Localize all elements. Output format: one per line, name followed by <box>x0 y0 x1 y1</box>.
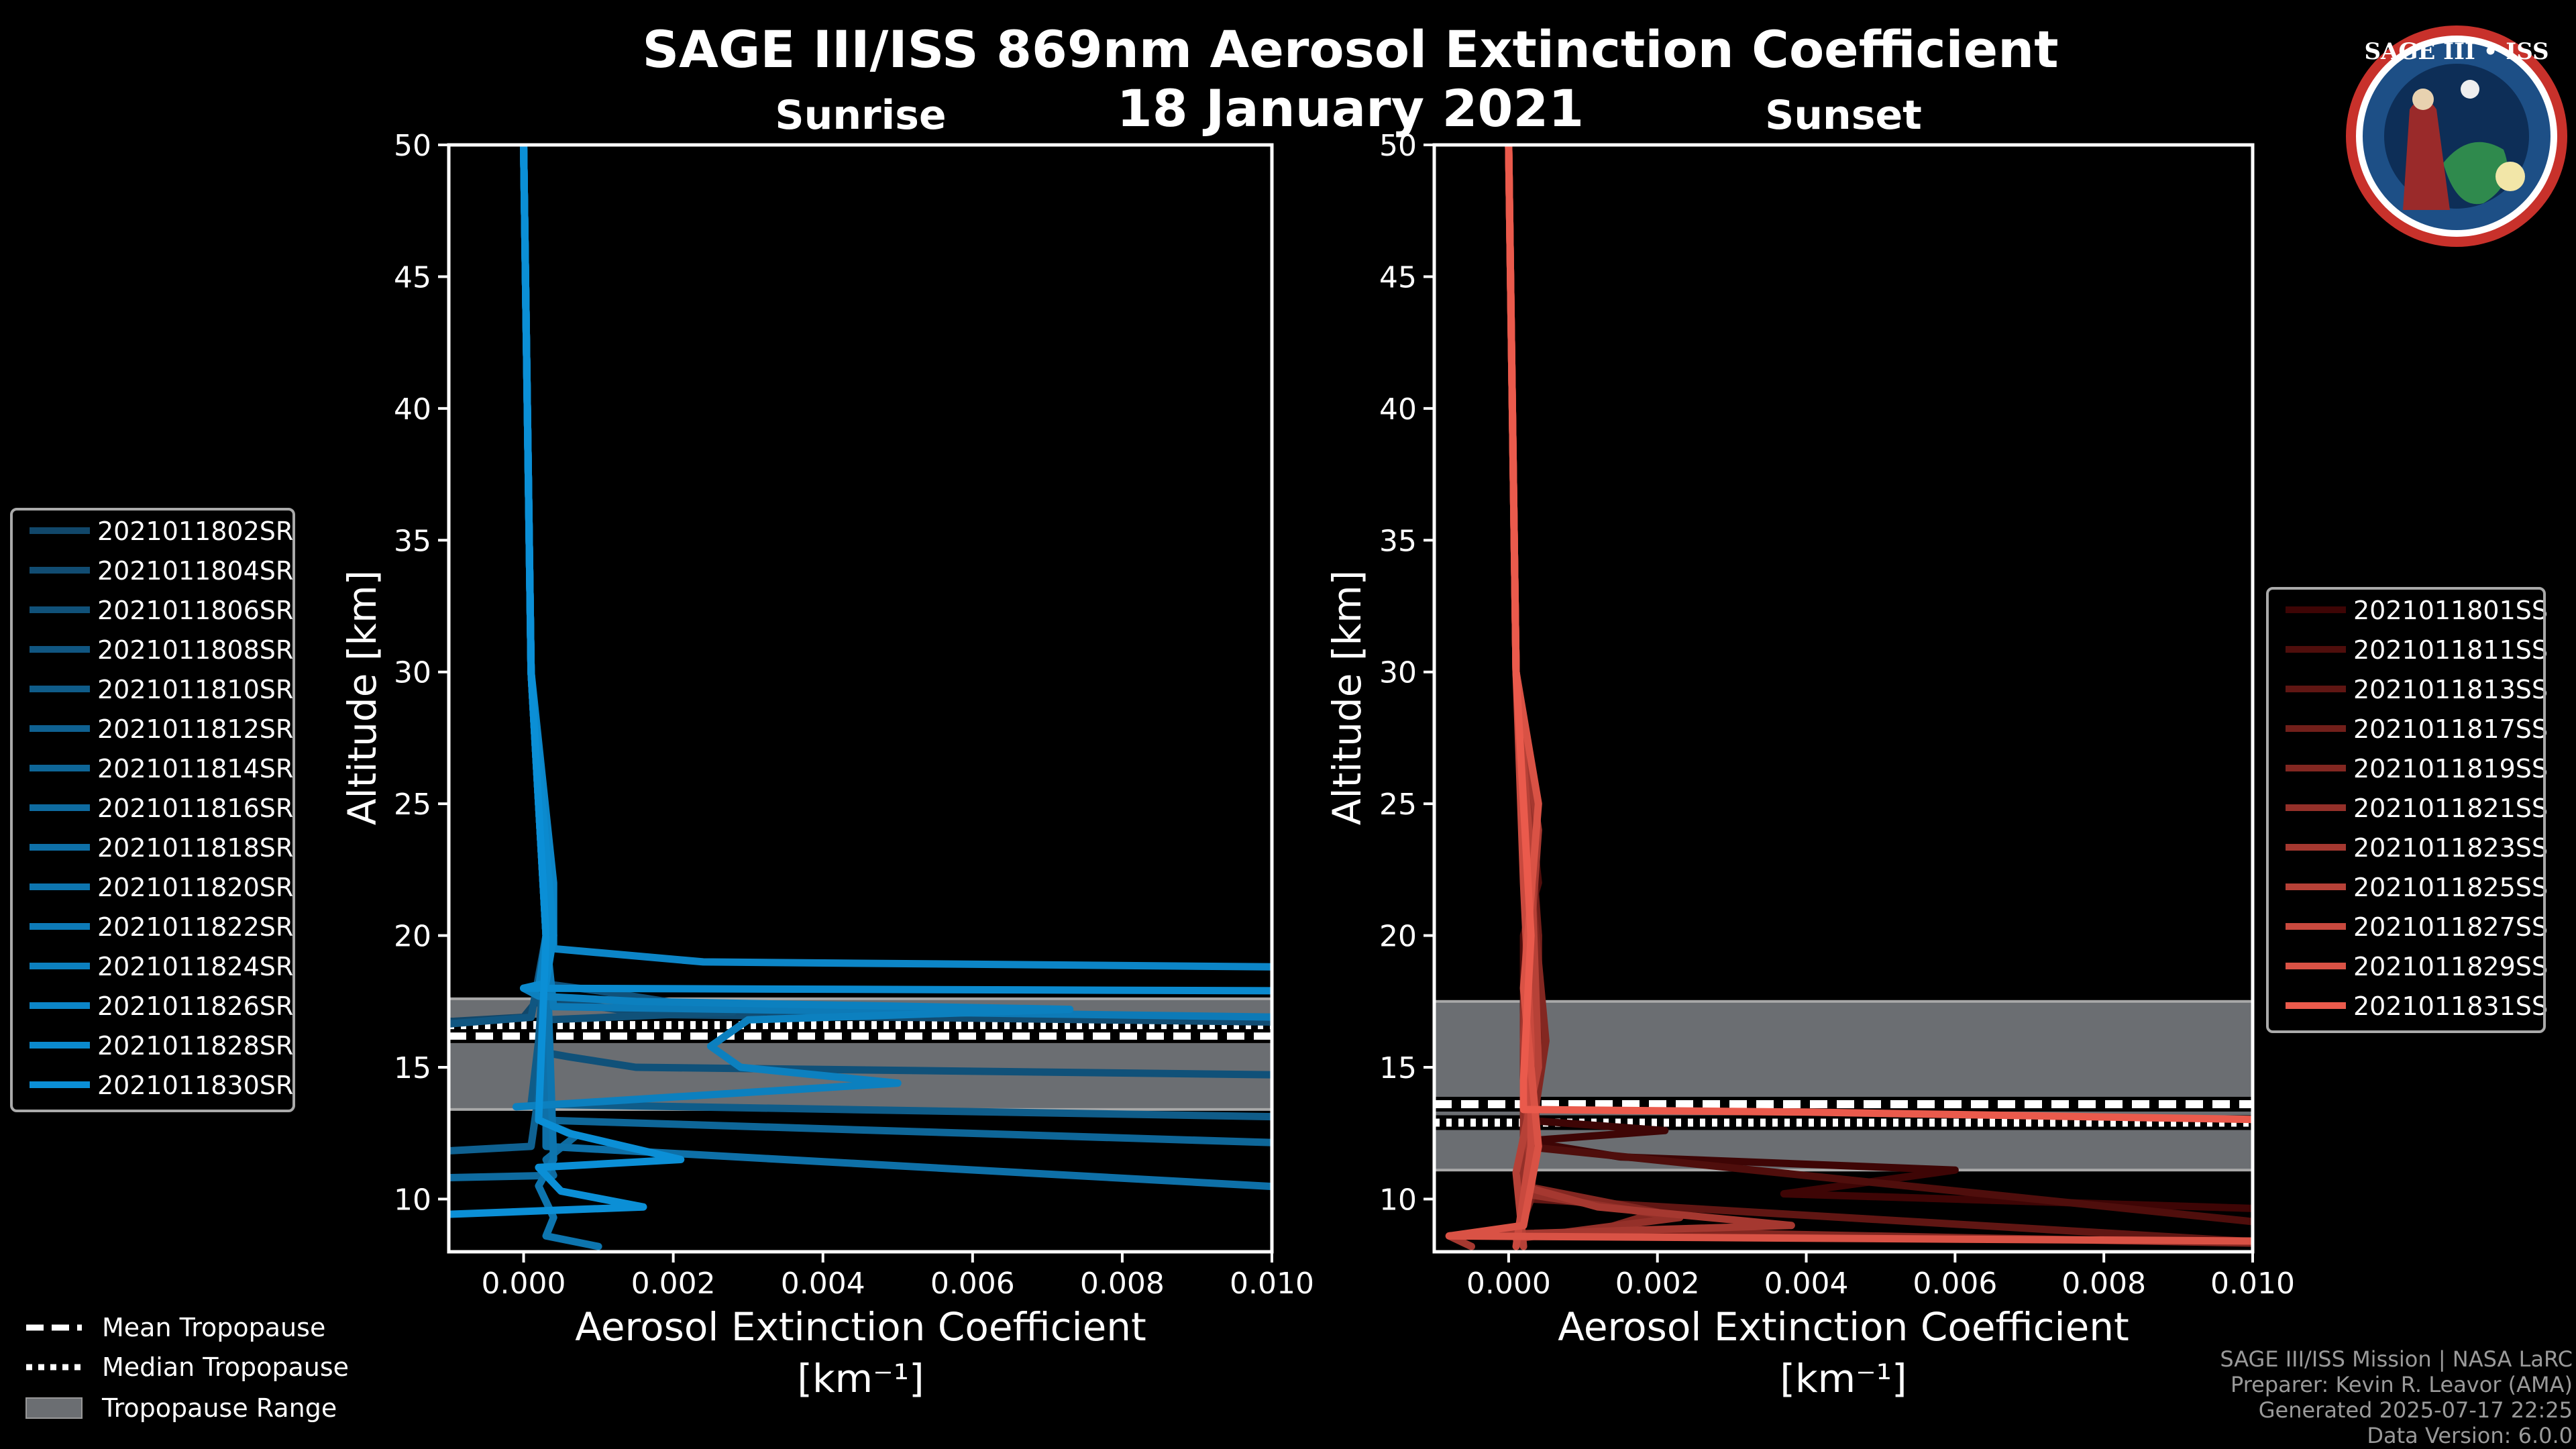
tropopause-range-band <box>1434 1000 2253 1172</box>
y-tick-label: 10 <box>1379 1183 1417 1217</box>
legend-label: 2021011830SR <box>97 1071 293 1100</box>
profile-2021011830SR <box>449 145 685 1218</box>
x-tick-label: 0.006 <box>1913 1267 1997 1301</box>
y-tick-label: 50 <box>1379 129 1417 163</box>
x-tick-label: 0.008 <box>2061 1267 2146 1301</box>
tropopause-range-swatch <box>25 1397 83 1419</box>
y-tick-label: 30 <box>1379 656 1417 690</box>
legend-label: 2021011831SS <box>2353 991 2548 1021</box>
legend-label: 2021011819SS <box>2353 754 2548 784</box>
sunrise-y-axis-label: Altitude [km] <box>339 570 385 825</box>
tropopause-range-label: Tropopause Range <box>101 1393 337 1423</box>
sunrise-plot: 0.000 0.002 0.004 0.006 0.008 0.010 10 15 20 25 30… <box>394 129 1314 1301</box>
legend-label: 2021011814SR <box>97 754 293 784</box>
x-tick-label: 0.004 <box>781 1267 865 1301</box>
legend-label: 2021011801SS <box>2353 596 2548 625</box>
y-tick-label: 40 <box>394 392 431 427</box>
y-tick-label: 45 <box>1379 260 1417 294</box>
legend-label: 2021011828SR <box>97 1031 293 1061</box>
legend-label: 2021011806SR <box>97 596 293 625</box>
y-tick-label: 20 <box>394 920 431 954</box>
sunrise-legend-frame <box>10 508 295 1112</box>
tropopause-legend: Mean Tropopause Median Tropopause Tropop… <box>25 1313 349 1423</box>
legend-label: 2021011808SR <box>97 635 293 665</box>
legend-label: 2021011823SS <box>2353 833 2548 863</box>
y-tick-label: 35 <box>1379 524 1417 558</box>
x-tick-label: 0.002 <box>631 1267 716 1301</box>
legend-label: 2021011824SR <box>97 952 293 981</box>
footer-data-version: Data Version: 6.0.0 <box>2367 1423 2573 1448</box>
axes-frame <box>447 143 1274 1254</box>
footer-mission: SAGE III/ISS Mission | NASA LaRC <box>2220 1346 2573 1372</box>
legend-label: 2021011802SR <box>97 517 293 546</box>
profile-2021011831SS <box>1505 145 2253 1124</box>
footer-preparer: Preparer: Kevin R. Leavor (AMA) <box>2231 1372 2573 1397</box>
x-tick-label: 0.002 <box>1615 1267 1700 1301</box>
sage-iii-iss-logo: SAGE III • ISS <box>2346 25 2567 247</box>
y-tick-label: 25 <box>1379 788 1417 822</box>
y-tick-label: 20 <box>1379 920 1417 954</box>
sunset-legend-frame <box>2266 587 2546 1033</box>
y-tick-label: 15 <box>394 1051 431 1085</box>
y-tick-label: 10 <box>394 1183 431 1217</box>
median-tropopause-label: Median Tropopause <box>102 1352 349 1382</box>
x-tick-label: 0.010 <box>1230 1267 1314 1301</box>
legend-label: 2021011804SR <box>97 556 293 586</box>
y-tick-label: 40 <box>1379 392 1417 427</box>
x-tick-label: 0.006 <box>930 1267 1015 1301</box>
legend-label: 2021011829SS <box>2353 952 2548 981</box>
sunset-x-axis-units: [km⁻¹] <box>1780 1356 1907 1401</box>
sunrise-x-axis-units: [km⁻¹] <box>797 1356 924 1401</box>
x-tick-label: 0.010 <box>2210 1267 2295 1301</box>
legend-label: 2021011812SR <box>97 714 293 744</box>
legend-label: 2021011826SR <box>97 991 293 1021</box>
x-tick-label: 0.008 <box>1080 1267 1165 1301</box>
legend-label: 2021011816SR <box>97 794 293 823</box>
legend-label: 2021011820SR <box>97 873 293 902</box>
footer-generated: Generated 2025-07-17 22:25 <box>2259 1397 2573 1423</box>
x-tick-label: 0.000 <box>1466 1267 1551 1301</box>
legend-label: 2021011810SR <box>97 675 293 704</box>
sunrise-panel-title: Sunrise <box>775 92 946 139</box>
logo-text: SAGE III • ISS <box>2364 38 2548 65</box>
y-tick-label: 45 <box>394 260 431 294</box>
x-tick-label: 0.004 <box>1764 1267 1849 1301</box>
legend-label: 2021011813SS <box>2353 675 2548 704</box>
mean-tropopause-label: Mean Tropopause <box>102 1313 325 1342</box>
sunrise-x-axis-label: Aerosol Extinction Coefficient <box>575 1304 1146 1350</box>
sunset-panel-title: Sunset <box>1765 92 1922 139</box>
legend-label: 2021011818SR <box>97 833 293 863</box>
legend-label: 2021011827SS <box>2353 912 2548 942</box>
legend-label: 2021011822SR <box>97 912 293 942</box>
sunset-y-axis-label: Altitude [km] <box>1324 570 1370 825</box>
axes-frame <box>1432 143 2255 1254</box>
sunset-legend: 2021011801SS 2021011811SS 2021011813SS 2021… <box>2266 587 2548 1033</box>
legend-label: 2021011821SS <box>2353 794 2548 823</box>
sunset-plot: 0.000 0.002 0.004 0.006 0.008 0.010 10 15 20 25 30… <box>1379 129 2295 1301</box>
legend-label: 2021011825SS <box>2353 873 2548 902</box>
y-tick-label: 15 <box>1379 1051 1417 1085</box>
y-tick-label: 30 <box>394 656 431 690</box>
sunset-x-axis-label: Aerosol Extinction Coefficient <box>1558 1304 2129 1350</box>
y-tick-label: 50 <box>394 129 431 163</box>
legend-label: 2021011811SS <box>2353 635 2548 665</box>
x-tick-label: 0.000 <box>482 1267 566 1301</box>
figure-date: 18 January 2021 <box>1117 78 1584 138</box>
sunrise-legend: 2021011802SR 2021011804SR 2021011806SR 2021… <box>10 508 295 1112</box>
y-tick-label: 25 <box>394 788 431 822</box>
footer-credits: SAGE III/ISS Mission | NASA LaRC Prepare… <box>2220 1346 2573 1448</box>
figure-title: SAGE III/ISS 869nm Aerosol Extinction Co… <box>642 19 2058 79</box>
legend-label: 2021011817SS <box>2353 714 2548 744</box>
y-tick-label: 35 <box>394 524 431 558</box>
